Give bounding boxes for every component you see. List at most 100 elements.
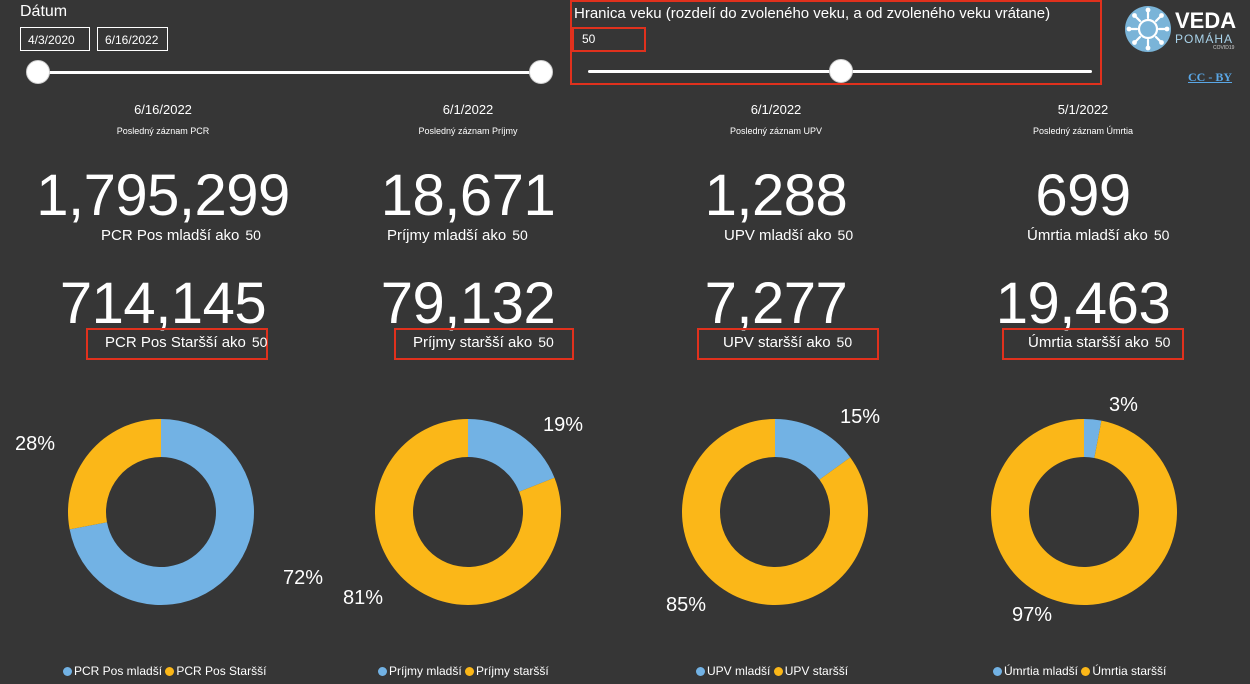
kpi-old-label: Úmrtia staršší ako 50 [1028, 334, 1170, 351]
kpi-old-age: 50 [1154, 334, 1171, 350]
donut-chart-upv[interactable] [626, 0, 926, 684]
legend-label-old: UPV staršší [784, 664, 849, 678]
donut-label-old: 81% [343, 587, 384, 609]
legend-label-young: PCR Pos mladší [74, 664, 163, 678]
legend-dot-old [465, 667, 475, 677]
legend-dot-young [696, 667, 705, 677]
kpi-young-value: 1,795,299 [36, 163, 290, 228]
kpi-old-value: 714,145 [59, 271, 267, 336]
logo-covid-text: COVID19 [1213, 45, 1235, 51]
kpi-subtitle: Posledný záznam Príjmy [418, 126, 518, 136]
legend-label-young: Príjmy mladší [389, 664, 462, 678]
donut-label-young: 72% [283, 567, 324, 589]
legend-dot-old [165, 667, 175, 677]
kpi-old-label: Príjmy staršší ako 50 [413, 334, 554, 351]
kpi-column-prijmy: 6/1/2022 Posledný záznam Príjmy 18,671 Príj… [318, 0, 618, 684]
legend-dot-old [773, 667, 783, 677]
legend-label-young: Úmrtia mladší [1004, 664, 1079, 678]
kpi-subtitle: Posledný záznam UPV [729, 126, 823, 136]
chart-legend: UPV mladší UPV staršší [696, 664, 848, 678]
chart-legend: Príjmy mladší Príjmy staršší [378, 664, 549, 678]
donut-chart-prijmy[interactable] [318, 0, 618, 684]
kpi-old-label: UPV staršší ako 50 [723, 334, 852, 351]
donut-slice-old[interactable] [375, 419, 561, 605]
kpi-date: 5/1/2022 [1057, 102, 1109, 117]
donut-label-old: 97% [1012, 604, 1053, 626]
donut-label-old: 85% [666, 594, 707, 616]
legend-label-old: Príjmy staršší [476, 664, 549, 678]
kpi-young-value: 699 [1035, 163, 1131, 228]
kpi-old-label-text: Úmrtia staršší ako [1028, 334, 1149, 351]
date-range-start-handle[interactable] [26, 60, 50, 84]
kpi-old-age: 50 [538, 334, 554, 350]
kpi-old-age: 50 [836, 334, 853, 350]
kpi-young-value: 18,671 [380, 163, 556, 228]
chart-legend: PCR Pos mladší PCR Pos Staršší [63, 664, 266, 678]
donut-label-young: 15% [840, 406, 881, 428]
kpi-subtitle: Posledný záznam Úmrtia [1032, 126, 1134, 136]
kpi-young-label-text: Príjmy mladší ako [387, 227, 507, 244]
legend-dot-young [63, 667, 72, 677]
logo-veda-text: VEDA [1175, 8, 1237, 33]
kpi-old-value: 19,463 [995, 271, 1171, 336]
kpi-old-label: PCR Pos Staršší ako 50 [105, 334, 267, 351]
donut-slice-old[interactable] [68, 419, 161, 530]
donut-slice-young[interactable] [1084, 419, 1102, 458]
kpi-date: 6/1/2022 [750, 102, 802, 117]
kpi-old-label-text: UPV staršší ako [723, 334, 831, 351]
date-range-slider-track[interactable] [38, 71, 541, 74]
kpi-young-label-text: Úmrtia mladší ako [1027, 227, 1148, 244]
logo-pomaha-text: POMÁHA [1175, 32, 1234, 46]
kpi-old-value: 79,132 [380, 271, 556, 336]
donut-label-old: 28% [15, 433, 56, 455]
donut-chart-pcr[interactable] [13, 0, 313, 684]
kpi-young-age: 50 [245, 227, 261, 243]
kpi-young-age: 50 [512, 227, 528, 243]
age-filter-title: Hranica veku (rozdelí do zvoleného veku,… [574, 5, 1051, 22]
kpi-old-highlight [394, 328, 574, 360]
date-from-input[interactable]: 4/3/2020 [20, 27, 90, 51]
legend-label-young: UPV mladší [707, 664, 771, 678]
age-slider-handle[interactable] [829, 59, 853, 83]
kpi-young-value: 1,288 [704, 163, 848, 228]
donut-slice-young[interactable] [468, 419, 555, 492]
legend-dot-young [993, 667, 1002, 677]
kpi-column-pcr: 6/16/2022 Posledný záznam PCR 1,795,299 PCR… [13, 0, 323, 684]
kpi-column-upv: 6/1/2022 Posledný záznam UPV 1,288 UPV mlad… [626, 0, 926, 684]
kpi-date: 6/1/2022 [442, 102, 494, 117]
kpi-young-age: 50 [1153, 227, 1170, 243]
date-to-input[interactable]: 6/16/2022 [97, 27, 168, 51]
kpi-young-label: Úmrtia mladší ako 50 [1027, 227, 1169, 244]
age-threshold-input[interactable]: 50 [572, 27, 646, 52]
kpi-young-age: 50 [837, 227, 854, 243]
legend-dot-young [378, 667, 387, 677]
kpi-old-label-text: PCR Pos Staršší ako [105, 334, 246, 351]
veda-pomaha-logo: VEDA POMÁHA COVID19 [1125, 6, 1237, 52]
kpi-young-label: UPV mladší ako 50 [724, 227, 853, 244]
legend-label-old: PCR Pos Staršší [176, 664, 267, 678]
license-link[interactable]: CC - BY [1188, 70, 1232, 84]
kpi-old-highlight [86, 328, 268, 360]
donut-chart-umrtia[interactable] [933, 0, 1233, 684]
kpi-subtitle: Posledný záznam PCR [116, 126, 210, 136]
donut-label-young: 3% [1109, 394, 1138, 416]
donut-slice-young[interactable] [775, 419, 851, 480]
kpi-young-label-text: UPV mladší ako [724, 227, 832, 244]
kpi-young-label: PCR Pos mladší ako 50 [101, 227, 261, 244]
donut-slice-old[interactable] [682, 419, 868, 605]
date-filter-title: Dátum [20, 3, 68, 20]
legend-label-old: Úmrtia staršší [1092, 664, 1167, 678]
kpi-young-label: Príjmy mladší ako 50 [387, 227, 528, 244]
legend-dot-old [1081, 667, 1091, 677]
kpi-old-highlight [1002, 328, 1184, 360]
donut-slice-young[interactable] [69, 419, 255, 605]
donut-slice-old[interactable] [991, 419, 1177, 605]
kpi-old-age: 50 [251, 334, 268, 350]
chart-legend: Úmrtia mladší Úmrtia staršší [993, 664, 1166, 678]
virus-icon [1125, 6, 1171, 52]
date-range-end-handle[interactable] [529, 60, 553, 84]
kpi-young-label-text: PCR Pos mladší ako [101, 227, 240, 244]
kpi-column-umrtia: 5/1/2022 Posledný záznam Úmrtia 699 Úmrtia … [933, 0, 1233, 684]
kpi-old-label-text: Príjmy staršší ako [413, 334, 533, 351]
kpi-date: 6/16/2022 [134, 102, 192, 117]
